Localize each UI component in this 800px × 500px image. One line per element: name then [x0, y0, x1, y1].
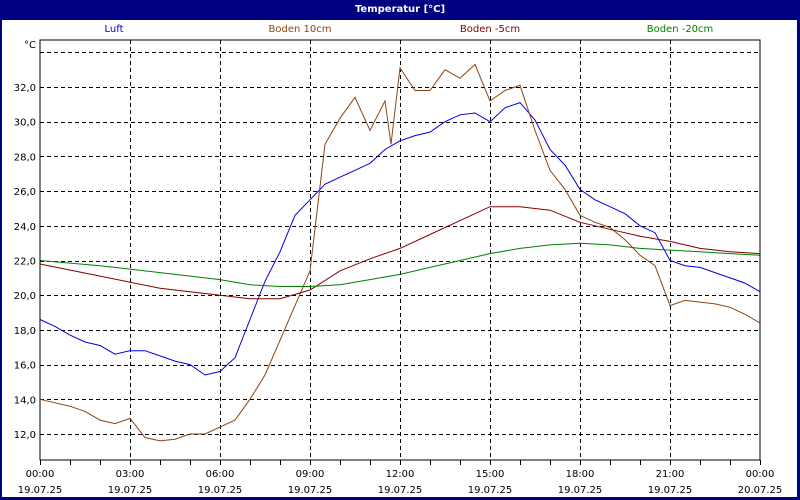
x-tick-date: 19.07.25 [558, 485, 603, 496]
y-tick-label: 28,0 [14, 152, 36, 163]
x-tick-time: 21:00 [656, 469, 685, 480]
x-tick-time: 03:00 [116, 469, 145, 480]
y-tick-label: 24,0 [14, 222, 36, 233]
window-title: Temperatur [°C] [354, 4, 446, 15]
y-tick-label: 20,0 [14, 291, 36, 302]
x-tick-time: 00:00 [26, 469, 55, 480]
x-tick-time: 00:00 [746, 469, 775, 480]
legend-item: Boden -20cm [646, 24, 714, 35]
series-line-boden--20cm [39, 242, 761, 287]
x-tick-date: 19.07.25 [108, 485, 153, 496]
x-tick-date: 19.07.25 [378, 485, 423, 496]
chart-panel: Luft Boden 10cm Boden -5cm Boden -20cm [2, 20, 797, 497]
x-tick-date: 19.07.25 [18, 485, 63, 496]
y-tick-label: 32,0 [14, 83, 36, 94]
series-line-boden--5cm [39, 206, 761, 300]
grid-lines [40, 40, 760, 460]
y-tick-label: 16,0 [14, 361, 36, 372]
x-tick-time: 18:00 [566, 469, 595, 480]
y-tick-label: 22,0 [14, 257, 36, 268]
x-tick-date: 19.07.25 [288, 485, 333, 496]
series-line-luft [39, 102, 761, 376]
legend-item: Boden -5cm [459, 24, 521, 35]
x-tick-date: 19.07.25 [198, 485, 243, 496]
y-axis-ticks: 12,0 14,0 16,0 18,0 20,0 22,0 24,0 26,0 28,0 30,0… [14, 83, 36, 441]
y-tick-label: 26,0 [14, 187, 36, 198]
x-tick-date: 19.07.25 [468, 485, 513, 496]
x-tick-time: 12:00 [386, 469, 415, 480]
y-tick-label: 12,0 [14, 430, 36, 441]
x-tick-date: 20.07.25 [738, 485, 783, 496]
legend-item: Luft [104, 24, 124, 35]
y-axis-unit: °C [24, 40, 36, 51]
y-tick-label: 14,0 [14, 395, 36, 406]
x-tick-time: 09:00 [296, 469, 325, 480]
x-axis-ticks: 00:00 19.07.25 03:00 19.07.25 06:00 19.07.25 0… [18, 460, 783, 496]
series-lines [39, 63, 761, 442]
series-line-boden-10cm [39, 63, 761, 442]
x-tick-time: 15:00 [476, 469, 505, 480]
y-tick-label: 30,0 [14, 118, 36, 129]
legend-item: Boden 10cm [268, 24, 332, 35]
x-tick-date: 19.07.25 [648, 485, 693, 496]
x-tick-time: 06:00 [206, 469, 235, 480]
y-tick-label: 18,0 [14, 326, 36, 337]
